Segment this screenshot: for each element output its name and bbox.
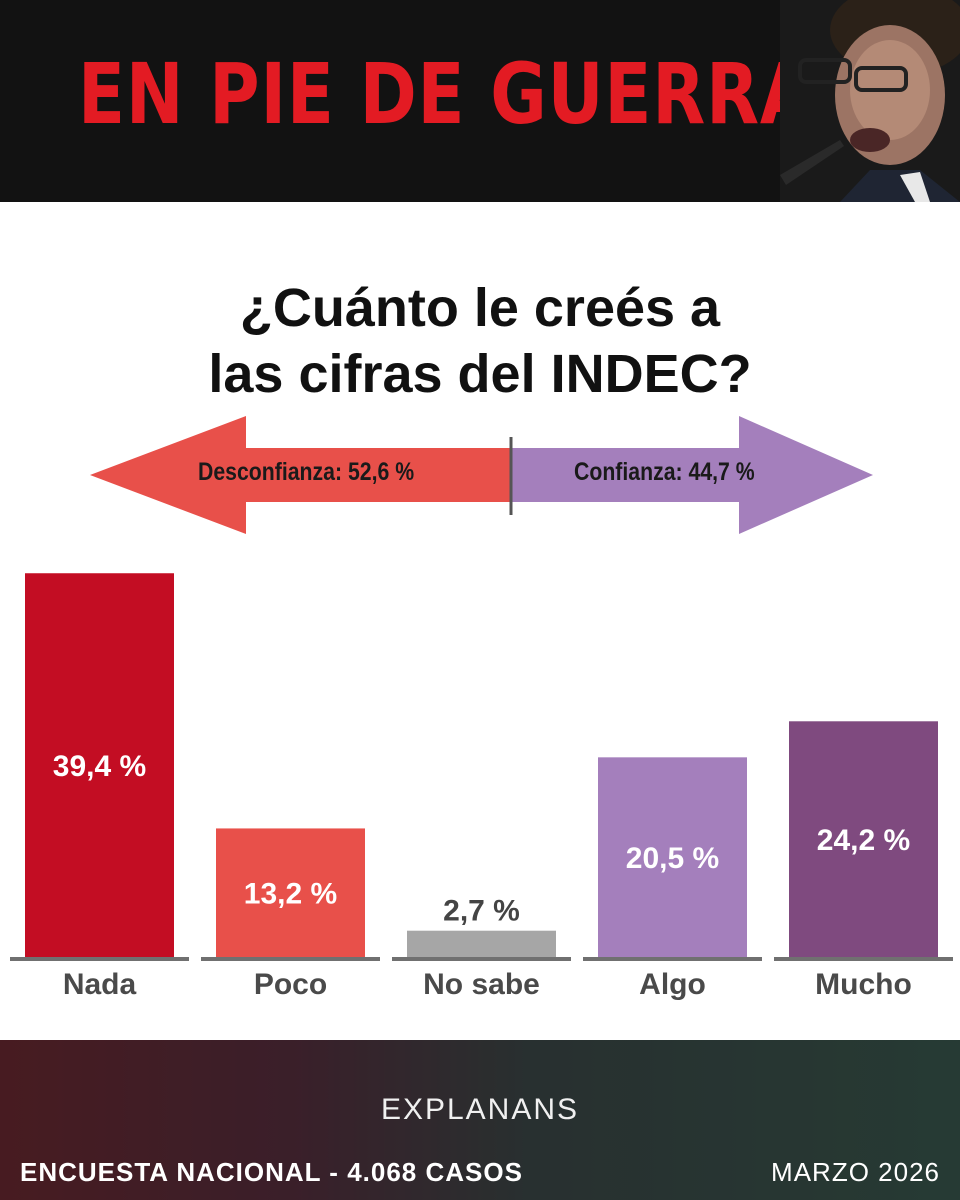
header-banner: EN PIE DE GUERRA <box>0 0 960 202</box>
category-label: Nada <box>63 968 137 1001</box>
chart-title-line-2: las cifras del INDEC? <box>208 344 752 404</box>
trust-label: Confianza: 44,7 % <box>574 458 755 486</box>
category-label: Algo <box>639 968 706 1001</box>
category-label: No sabe <box>423 968 540 1001</box>
data-label: 24,2 % <box>817 824 910 857</box>
data-label: 2,7 % <box>443 895 520 928</box>
bar-chart: 39,4 % Nada 13,2 % Poco 2,7 % No sabe 20,5 % Al… <box>10 573 953 1001</box>
trust-arrow-right <box>511 416 873 534</box>
trust-arrow <box>90 416 873 534</box>
bar-mucho <box>789 721 938 957</box>
data-label: 39,4 % <box>53 750 146 783</box>
bar-nada <box>25 573 174 957</box>
survey-source: ENCUESTA NACIONAL - 4.068 CASOS <box>20 1157 523 1187</box>
distrust-label: Desconfianza: 52,6 % <box>198 458 415 486</box>
bar-algo <box>598 757 747 957</box>
brand-logo: EXPLANANS <box>380 1093 580 1126</box>
chart-title: ¿Cuánto le creés a las cifras del INDEC? <box>0 275 960 407</box>
category-label: Poco <box>254 968 327 1001</box>
portrait-image <box>780 0 960 202</box>
distrust-arrow <box>90 416 511 534</box>
survey-date: MARZO 2026 <box>771 1157 940 1187</box>
header-title: EN PIE DE GUERRA <box>78 45 815 143</box>
data-label: 13,2 % <box>244 878 337 911</box>
bar-no-sabe <box>407 930 556 957</box>
category-label: Mucho <box>815 968 912 1001</box>
chart-title-line-1: ¿Cuánto le creés a <box>239 278 721 338</box>
bar-poco <box>216 828 365 957</box>
data-label: 20,5 % <box>626 842 719 875</box>
footer-banner <box>0 1040 960 1200</box>
